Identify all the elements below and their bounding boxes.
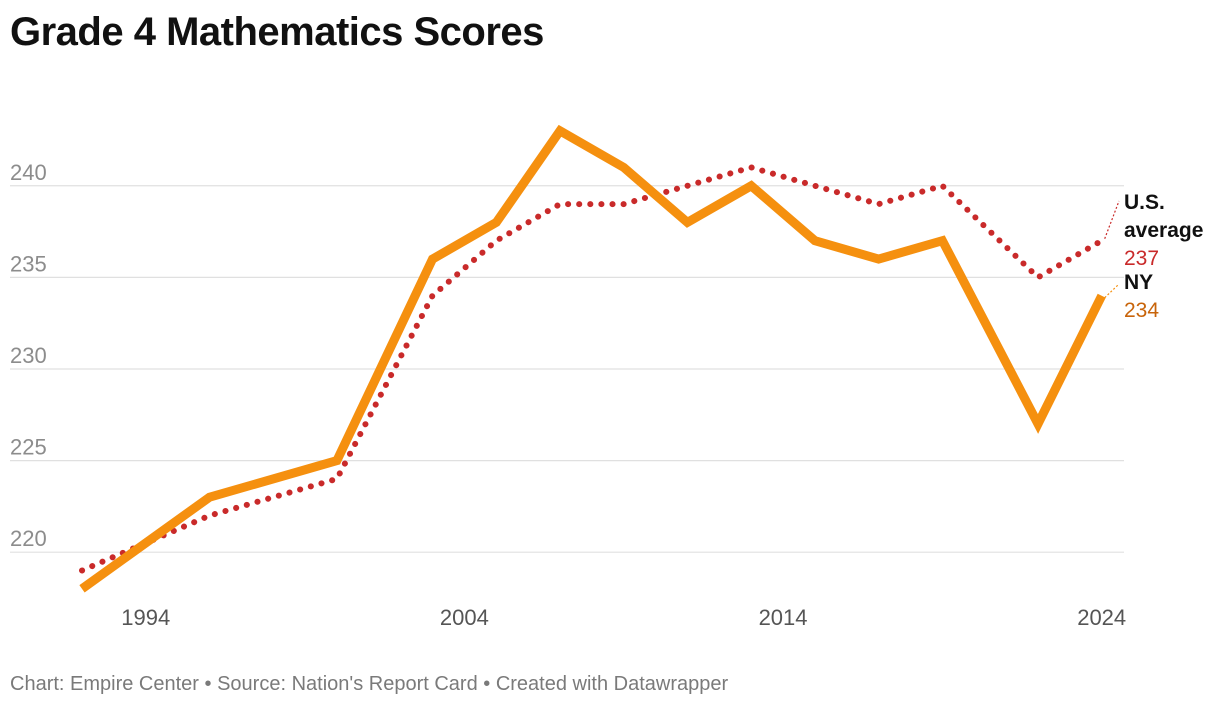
x-tick-label: 1994 xyxy=(121,605,170,630)
y-tick-label: 235 xyxy=(10,251,47,276)
y-tick-label: 240 xyxy=(10,160,47,185)
chart-footer: Chart: Empire Center • Source: Nation's … xyxy=(10,673,728,696)
series-lines xyxy=(79,124,1106,593)
x-tick-label: 2024 xyxy=(1077,605,1126,630)
leader-line-ny xyxy=(1104,283,1120,299)
footer-separator: • xyxy=(477,673,496,695)
x-tick-label: 2004 xyxy=(440,605,489,630)
series-line-ny xyxy=(79,124,1106,593)
x-axis-tick-labels: 1994 2004 2014 2024 xyxy=(121,605,1126,630)
us-average-label-line-2: average xyxy=(1124,219,1203,242)
footer-separator: • xyxy=(198,673,218,695)
us-average-end-value: 237 xyxy=(1124,247,1159,270)
us-average-label-line-1: U.S. xyxy=(1124,191,1165,214)
chart-title: Grade 4 Mathematics Scores xyxy=(10,10,544,54)
ny-end-value: 234 xyxy=(1124,299,1159,322)
footer-chart-credit: Chart: Empire Center xyxy=(10,673,199,695)
footer-source: Source: Nation's Report Card xyxy=(217,673,478,695)
gridlines xyxy=(10,185,1124,553)
y-tick-label: 220 xyxy=(10,526,47,551)
y-tick-label: 225 xyxy=(10,435,47,460)
footer-created-with: Created with Datawrapper xyxy=(495,673,729,695)
leader-line-us-average xyxy=(1104,200,1120,239)
x-tick-label: 2014 xyxy=(759,605,808,630)
y-tick-label: 230 xyxy=(10,343,47,368)
y-axis-tick-labels: 220 225 230 235 240 xyxy=(10,160,47,551)
ny-label: NY xyxy=(1124,271,1153,294)
